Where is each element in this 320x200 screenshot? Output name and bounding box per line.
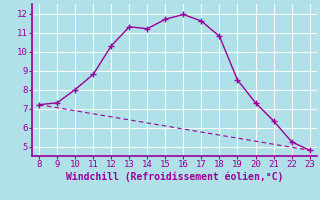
X-axis label: Windchill (Refroidissement éolien,°C): Windchill (Refroidissement éolien,°C)	[66, 172, 283, 182]
